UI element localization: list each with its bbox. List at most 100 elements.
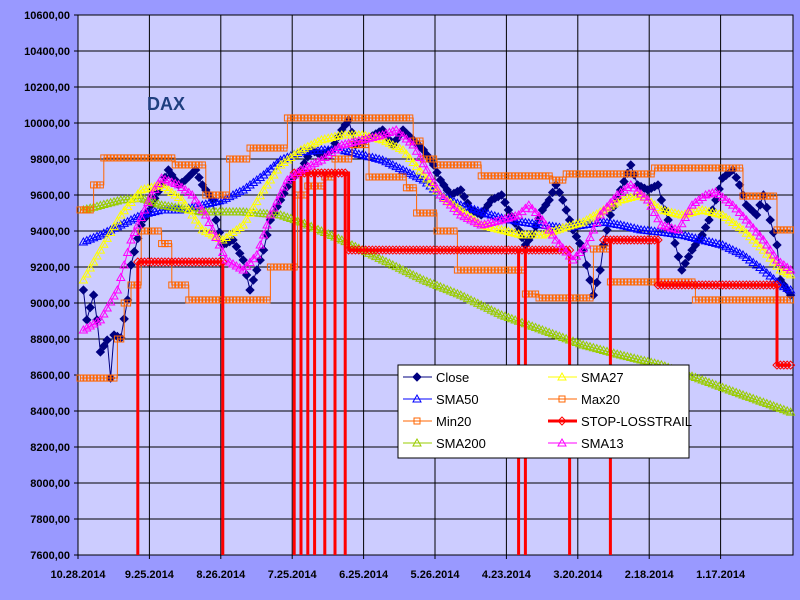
stop-losstrail-point	[758, 280, 769, 290]
stop-losstrail-point	[173, 257, 184, 267]
stop-losstrail-point	[622, 235, 633, 245]
sma27-point	[180, 200, 191, 209]
sma13-point	[707, 187, 718, 197]
sma13-point	[765, 244, 776, 254]
sma27-point	[248, 202, 259, 212]
stop-losstrail-point	[741, 280, 752, 290]
sma50-point	[177, 204, 187, 214]
sma13-point	[95, 314, 106, 324]
sma50-point	[129, 213, 140, 222]
close-point	[95, 347, 106, 357]
series-sma13	[78, 125, 796, 334]
sma27-point	[738, 224, 748, 234]
sma50-point	[234, 186, 245, 196]
close-point	[544, 195, 554, 205]
sma27-point	[309, 138, 320, 147]
sma13-point	[109, 291, 119, 300]
sma13-point	[319, 152, 330, 162]
stop-losstrail-point	[670, 280, 680, 290]
close-point	[683, 252, 694, 262]
stop-losstrail-point	[394, 245, 405, 255]
sma50-point	[224, 191, 235, 201]
sma13-point	[775, 257, 786, 266]
y-tick-label: 9000,00	[30, 298, 70, 310]
stop-losstrail-point	[204, 257, 214, 267]
sma13-point	[272, 196, 283, 205]
sma13-point	[496, 215, 507, 224]
sma13-point	[381, 128, 391, 138]
stop-losstrail-point	[160, 257, 170, 267]
min20-point	[110, 374, 118, 382]
sma50-point	[768, 274, 779, 283]
sma200-point	[102, 198, 113, 208]
sma27-point	[190, 214, 201, 224]
sma13-point	[404, 136, 415, 146]
x-tick-label: 2.18.2014	[625, 569, 675, 581]
sma50-point	[268, 161, 279, 170]
sma27-point	[105, 227, 116, 237]
sma27-point	[119, 205, 130, 215]
sma50-point	[78, 236, 89, 246]
sma13-point	[690, 197, 701, 207]
stop-losstrail-point	[350, 245, 361, 255]
min20-point	[124, 299, 132, 307]
sma13-point	[309, 158, 320, 167]
sma27-point	[183, 204, 194, 214]
y-tick-label: 9600,00	[30, 190, 70, 202]
sma13-point	[551, 234, 561, 244]
stop-losstrail-point	[503, 245, 514, 255]
sma27-point	[683, 208, 694, 217]
sma27-point	[693, 205, 704, 215]
close-point	[235, 248, 245, 259]
stop-losstrail-point	[646, 235, 656, 245]
sma13-point	[132, 219, 143, 229]
max20-point	[474, 161, 482, 169]
close-point	[129, 246, 140, 257]
sma50-point	[744, 254, 755, 264]
y-tick-label: 7800,00	[30, 514, 70, 526]
sma13-point	[299, 163, 310, 172]
sma13-point	[445, 199, 456, 209]
sma13-point	[401, 133, 412, 143]
legend-item-sma200: SMA200	[403, 436, 486, 451]
sma50-point	[262, 167, 272, 176]
legend-label: SMA27	[581, 370, 624, 385]
sma27-point	[170, 189, 181, 199]
stop-losstrail-point	[707, 280, 718, 290]
chart-title: DAX	[147, 94, 185, 114]
sma50-point	[85, 234, 96, 243]
sma13-point	[197, 204, 208, 214]
sma27-point	[81, 268, 92, 278]
sma13-point	[384, 127, 395, 137]
sma27-point	[425, 178, 436, 187]
sma13-point	[292, 167, 303, 176]
sma50-point	[751, 260, 762, 269]
stop-losstrail-point	[524, 245, 534, 255]
sma50-point	[204, 198, 215, 207]
sma13-point	[673, 224, 684, 234]
sma27-point	[421, 174, 432, 183]
y-tick-label: 8600,00	[30, 370, 70, 382]
close-point	[252, 265, 262, 275]
sma13-point	[143, 197, 153, 206]
sma13-point	[88, 318, 99, 328]
y-tick-label: 9400,00	[30, 226, 70, 238]
sma13-point	[625, 179, 636, 189]
stop-losstrail-point	[432, 245, 442, 255]
close-point	[78, 285, 89, 295]
sma27-point	[88, 257, 99, 266]
sma27-point	[217, 234, 228, 244]
y-tick-label: 8000,00	[30, 478, 70, 490]
sma27-point	[234, 222, 245, 232]
sma13-point	[622, 182, 633, 191]
sma27-point	[326, 132, 337, 141]
sma27-point	[299, 143, 310, 152]
stop-losstrail-point	[347, 245, 357, 255]
stop-losstrail-point	[629, 235, 639, 245]
sma13-point	[704, 188, 714, 198]
close-point	[670, 238, 680, 249]
sma13-point	[425, 171, 436, 180]
sma50-point	[98, 228, 109, 237]
stop-losstrail-point	[554, 245, 565, 255]
x-tick-label: 10.28.2014	[50, 569, 106, 581]
